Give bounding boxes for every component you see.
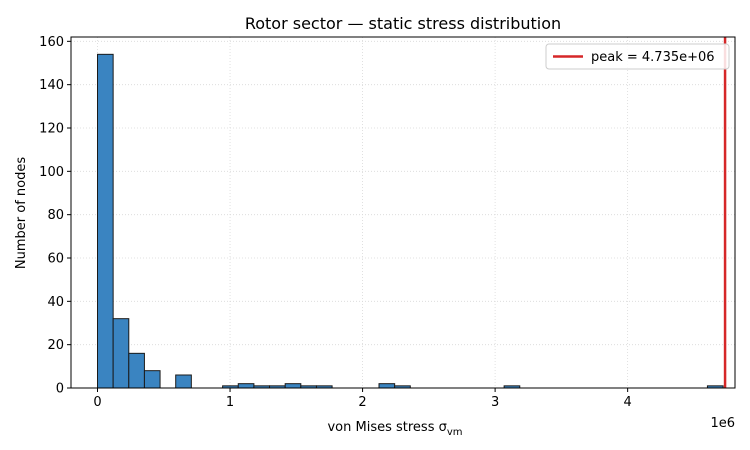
legend-box [545, 43, 730, 70]
x-offset-label: 1e6 [710, 416, 735, 431]
x-tick-label: 4 [624, 395, 632, 410]
x-tick-label: 0 [93, 395, 101, 410]
legend-peak-label: peak = 4.735e+06 [591, 50, 715, 65]
x-axis-label-subscript: vm [447, 427, 463, 438]
histogram-bar [284, 383, 302, 389]
x-axis-label-text: von Mises stress σ [327, 420, 446, 435]
y-tick-label: 60 [47, 252, 64, 267]
y-tick-label: 20 [47, 338, 64, 353]
y-tick-label: 80 [47, 208, 64, 223]
histogram-bar [378, 383, 396, 389]
histogram-bar [112, 318, 130, 389]
x-tick-label: 1 [226, 395, 234, 410]
x-axis-label: von Mises stress σvm [327, 420, 462, 438]
y-tick-label: 0 [56, 382, 64, 397]
chart-title: Rotor sector — static stress distributio… [245, 14, 561, 33]
y-tick-label: 40 [47, 295, 64, 310]
y-tick-label: 120 [39, 122, 64, 137]
histogram-bar [143, 370, 161, 389]
histogram-bar [128, 352, 145, 389]
y-axis-label: Number of nodes [14, 157, 29, 269]
legend: peak = 4.735e+06 [545, 43, 730, 70]
histogram-bar [237, 383, 255, 389]
histogram-bar [97, 53, 114, 389]
axes-frame [70, 36, 736, 389]
y-tick-label: 100 [39, 165, 64, 180]
y-tick-label: 160 [39, 35, 64, 50]
x-tick-label: 2 [358, 395, 366, 410]
histogram-bar [175, 374, 192, 389]
y-tick-label: 140 [39, 78, 64, 93]
x-tick-label: 3 [491, 395, 499, 410]
